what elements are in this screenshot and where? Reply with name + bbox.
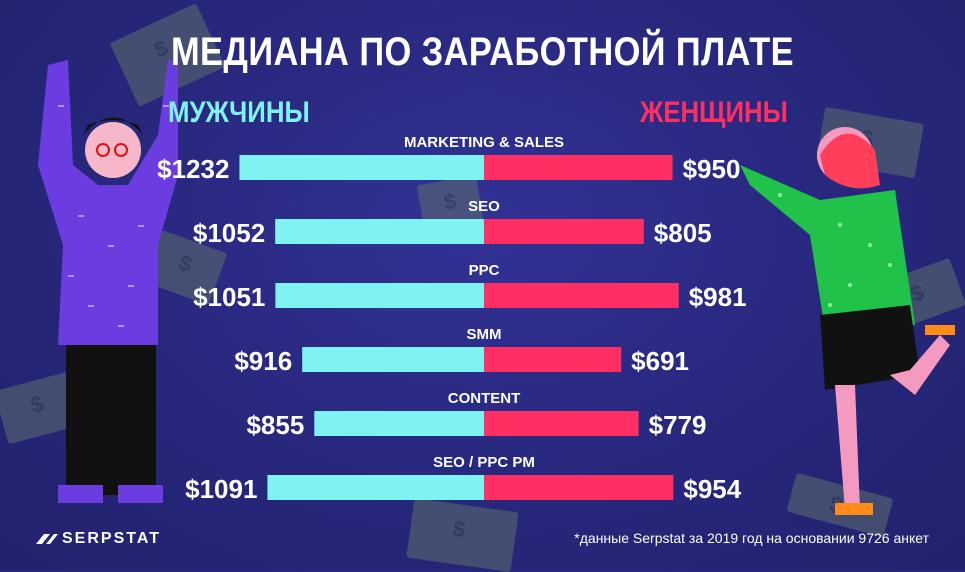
category-label: SEO	[468, 198, 500, 215]
man-illustration	[38, 60, 178, 503]
value-label-women: $805	[654, 218, 712, 248]
bar-men	[267, 475, 484, 500]
bar-women	[484, 411, 639, 436]
legend-women: ЖЕНЩИНЫ	[640, 96, 788, 129]
woman-illustration	[740, 127, 955, 515]
value-label-men: $1091	[185, 474, 257, 504]
bar-men	[314, 411, 484, 436]
value-label-women: $779	[649, 410, 707, 440]
value-label-women: $981	[689, 282, 747, 312]
bar-men	[275, 283, 484, 308]
bar-women	[484, 155, 673, 180]
value-label-women: $691	[631, 346, 689, 376]
bar-men	[239, 155, 484, 180]
bar-women	[484, 283, 679, 308]
category-label: SMM	[467, 326, 502, 343]
legend-men: МУЖЧИНЫ	[168, 96, 310, 129]
value-label-women: $954	[683, 474, 741, 504]
category-label: MARKETING & SALES	[404, 134, 564, 151]
serpstat-logo-icon	[36, 534, 58, 544]
bar-women	[484, 219, 644, 244]
category-label: PPC	[469, 262, 500, 279]
value-label-men: $1232	[157, 154, 229, 184]
bar-women	[484, 475, 674, 500]
value-label-men: $855	[246, 410, 304, 440]
category-label: CONTENT	[448, 390, 521, 407]
bar-women	[484, 347, 622, 372]
brand-name: SERPSTAT	[62, 530, 161, 547]
footnote: *данные Serpstat за 2019 год на основани…	[574, 530, 929, 546]
value-label-men: $916	[234, 346, 292, 376]
value-label-men: $1051	[193, 282, 265, 312]
page-title: МЕДИАНА ПО ЗАРАБОТНОЙ ПЛАТЕ	[170, 30, 795, 74]
bar-men	[275, 219, 484, 244]
value-label-women: $950	[683, 154, 741, 184]
value-label-men: $1052	[193, 218, 265, 248]
serpstat-logo: SERPSTAT	[36, 530, 161, 548]
category-label: SEO / PPC PM	[433, 454, 535, 471]
bar-men	[302, 347, 484, 372]
